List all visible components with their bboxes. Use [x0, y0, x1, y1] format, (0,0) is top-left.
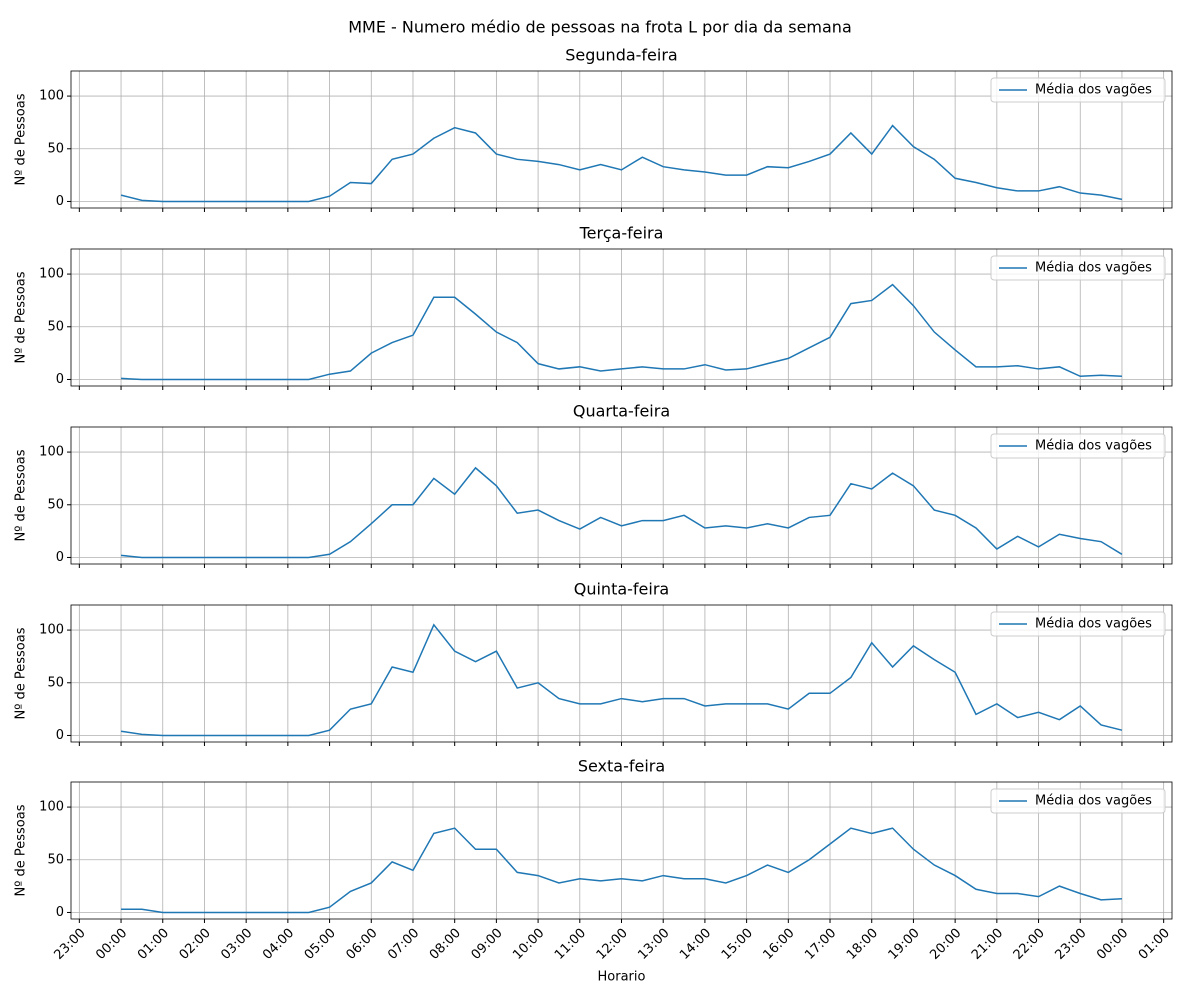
- y-tick-label: 100: [39, 623, 64, 638]
- y-axis-label: Nº de Pessoas: [14, 804, 29, 896]
- plot-area: [121, 283, 1122, 381]
- subplot: Quarta-feira 0 50 100 Nº de Pessoas Média dos…: [14, 402, 1173, 568]
- data-line: [121, 283, 1122, 381]
- y-tick-label: 0: [56, 905, 64, 920]
- legend-label: Média dos vagões: [1035, 439, 1152, 454]
- y-tick-label: 50: [47, 141, 64, 156]
- subplot-title: Terça-feira: [579, 224, 664, 243]
- y-tick-label: 50: [47, 497, 64, 512]
- x-axis-label: Horario: [598, 970, 646, 985]
- data-line: [121, 827, 1122, 914]
- y-tick-label: 100: [39, 267, 64, 282]
- legend-label: Média dos vagões: [1035, 83, 1152, 98]
- y-tick-label: 100: [39, 445, 64, 460]
- legend-box: [990, 788, 1166, 814]
- data-line: [120, 124, 1123, 203]
- data-line: [120, 623, 1123, 737]
- plot-area: [120, 623, 1123, 737]
- plot-area: [121, 827, 1122, 914]
- data-line: [120, 466, 1123, 559]
- plot-area: [120, 124, 1123, 203]
- subplot-title: Quinta-feira: [574, 580, 669, 599]
- y-axis-label: Nº de Pessoas: [14, 449, 29, 541]
- y-axis-label: Nº de Pessoas: [14, 271, 29, 363]
- legend-label: Média dos vagões: [1035, 617, 1152, 632]
- legend-box: [990, 255, 1166, 281]
- y-tick-label: 0: [56, 194, 64, 209]
- figure-title: MME - Numero médio de pessoas na frota L…: [348, 18, 852, 37]
- subplot: Quinta-feira 0 50 100 Nº de Pessoas Média dos…: [14, 580, 1173, 746]
- subplot-title: Sexta-feira: [578, 757, 665, 776]
- legend-box: [990, 611, 1166, 637]
- y-axis-label: Nº de Pessoas: [14, 93, 29, 185]
- y-tick-label: 100: [39, 800, 64, 815]
- legend-label: Média dos vagões: [1035, 794, 1152, 809]
- legend-box: [990, 77, 1166, 103]
- y-tick-label: 0: [56, 372, 64, 387]
- y-tick-label: 100: [39, 89, 64, 104]
- legend-label: Média dos vagões: [1035, 261, 1152, 276]
- legend-box: [990, 433, 1166, 459]
- y-tick-label: 0: [56, 728, 64, 743]
- plot-area: [120, 466, 1123, 559]
- y-axis-label: Nº de Pessoas: [14, 627, 29, 719]
- subplot: Segunda-feira 0 50 100 Nº de Pessoas Média do…: [14, 46, 1173, 212]
- y-tick-label: 50: [47, 852, 64, 867]
- y-tick-label: 50: [47, 319, 64, 334]
- subplot-title: Segunda-feira: [565, 46, 677, 65]
- y-tick-label: 50: [47, 675, 64, 690]
- y-tick-label: 0: [56, 550, 64, 565]
- subplot-title: Quarta-feira: [573, 402, 670, 421]
- subplot: Terça-feira 0 50 100 Nº de Pessoas Média dos …: [14, 224, 1173, 390]
